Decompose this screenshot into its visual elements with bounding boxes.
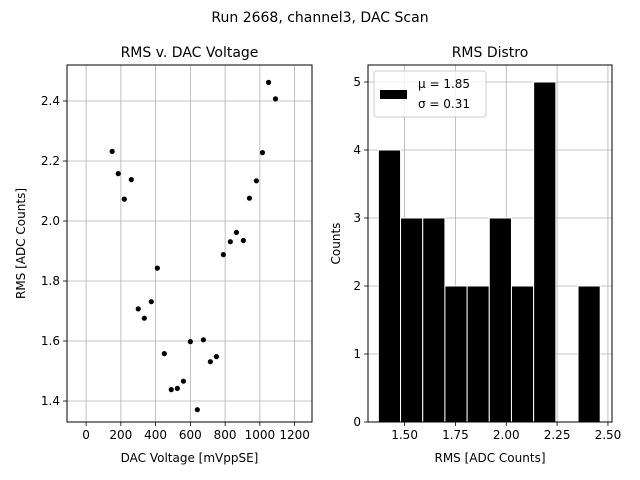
scatter-y-axis-label: RMS [ADC Counts] xyxy=(14,188,28,299)
scatter-point xyxy=(148,299,154,305)
histogram-x-tick-label: 2.50 xyxy=(595,428,622,442)
scatter-point xyxy=(272,96,279,102)
scatter-y-tick-label: 2.2 xyxy=(41,154,60,168)
histogram-plot: 1.50 1.75 2.00 2.25 2.50 0 1 2 3 4 5 RMS Distro RM… xyxy=(329,45,621,465)
histogram-ticks: 1.50 1.75 2.00 2.25 2.50 0 1 2 3 4 5 xyxy=(353,75,621,442)
scatter-point xyxy=(194,407,200,413)
scatter-point xyxy=(128,177,134,183)
scatter-x-tick-label: 1000 xyxy=(245,428,276,442)
scatter-point xyxy=(265,79,272,85)
legend-sigma-label: σ = 0.31 xyxy=(418,97,470,111)
histogram-y-tick-label: 0 xyxy=(353,415,361,429)
histogram-title: RMS Distro xyxy=(452,45,529,61)
scatter-point xyxy=(121,196,127,202)
histogram-bar xyxy=(400,217,424,423)
scatter-point xyxy=(200,337,207,343)
histogram-bar xyxy=(377,149,402,423)
scatter-x-tick-label: 800 xyxy=(214,428,237,442)
scatter-point xyxy=(135,306,141,312)
histogram-y-tick-label: 1 xyxy=(353,347,361,361)
scatter-y-tick-label: 1.6 xyxy=(41,334,60,348)
scatter-point xyxy=(174,385,180,391)
scatter-point xyxy=(161,351,167,357)
histogram-legend: μ = 1.85 σ = 0.31 xyxy=(373,70,487,118)
scatter-x-axis-label: DAC Voltage [mVppSE] xyxy=(121,451,259,465)
scatter-y-tick-label: 1.4 xyxy=(41,394,60,408)
scatter-ticks: 0 200 400 600 800 1000 1200 1.4 1.6 1.8 2.0 2.2 2.4 xyxy=(41,94,310,442)
scatter-point xyxy=(253,178,259,184)
scatter-gridlines xyxy=(67,65,312,422)
histogram-bar xyxy=(466,285,490,423)
legend-mu-label: μ = 1.85 xyxy=(418,77,470,91)
histogram-x-axis-label: RMS [ADC Counts] xyxy=(434,451,545,465)
scatter-point xyxy=(168,387,174,393)
scatter-points xyxy=(109,79,279,413)
scatter-x-tick-label: 200 xyxy=(109,428,132,442)
histogram-x-tick-label: 1.75 xyxy=(442,428,469,442)
scatter-point xyxy=(213,354,220,360)
histogram-y-axis-label: Counts xyxy=(329,223,343,265)
scatter-point xyxy=(259,150,266,156)
histogram-x-tick-label: 1.50 xyxy=(391,428,418,442)
scatter-x-tick-label: 0 xyxy=(82,428,90,442)
scatter-y-tick-label: 2.0 xyxy=(41,214,60,228)
scatter-point xyxy=(207,359,213,365)
figure-suptitle: Run 2668, channel3, DAC Scan xyxy=(211,10,428,26)
histogram-y-tick-label: 2 xyxy=(353,279,361,293)
scatter-plot: 0 200 400 600 800 1000 12001.41.61.82.02.22.4 … xyxy=(14,45,313,465)
scatter-x-tick-label: 1200 xyxy=(279,428,310,442)
histogram-bar xyxy=(533,81,557,423)
scatter-point xyxy=(246,195,253,201)
histogram-y-tick-label: 5 xyxy=(353,75,361,89)
scatter-y-tick-label: 1.8 xyxy=(41,274,60,288)
histogram-x-tick-label: 2.25 xyxy=(544,428,571,442)
histogram-y-tick-label: 4 xyxy=(353,143,361,157)
scatter-point xyxy=(154,265,160,271)
histogram-y-tick-label: 3 xyxy=(353,211,361,225)
histogram-x-tick-label: 2.00 xyxy=(493,428,520,442)
scatter-x-tick-label: 400 xyxy=(144,428,167,442)
legend-swatch xyxy=(380,90,407,99)
histogram-bar xyxy=(510,285,535,423)
histogram-axes-frame xyxy=(367,64,613,423)
scatter-point xyxy=(187,339,193,345)
scatter-x-tick-label: 600 xyxy=(179,428,202,442)
scatter-point xyxy=(227,239,233,245)
scatter-point xyxy=(180,378,187,384)
scatter-point xyxy=(240,237,246,244)
scatter-point xyxy=(115,171,121,177)
scatter-point xyxy=(220,252,226,258)
legend-box xyxy=(373,70,487,118)
scatter-axes-frame xyxy=(66,64,313,423)
histogram-bar xyxy=(488,217,512,423)
histogram-bars xyxy=(377,81,601,423)
histogram-bar xyxy=(577,285,601,423)
scatter-point xyxy=(109,148,115,154)
scatter-point xyxy=(233,229,240,235)
scatter-y-tick-label: 2.4 xyxy=(41,94,60,108)
histogram-bar xyxy=(422,217,446,423)
scatter-title: RMS v. DAC Voltage xyxy=(121,45,259,61)
histogram-bar xyxy=(444,285,468,423)
scatter-point xyxy=(141,315,147,321)
